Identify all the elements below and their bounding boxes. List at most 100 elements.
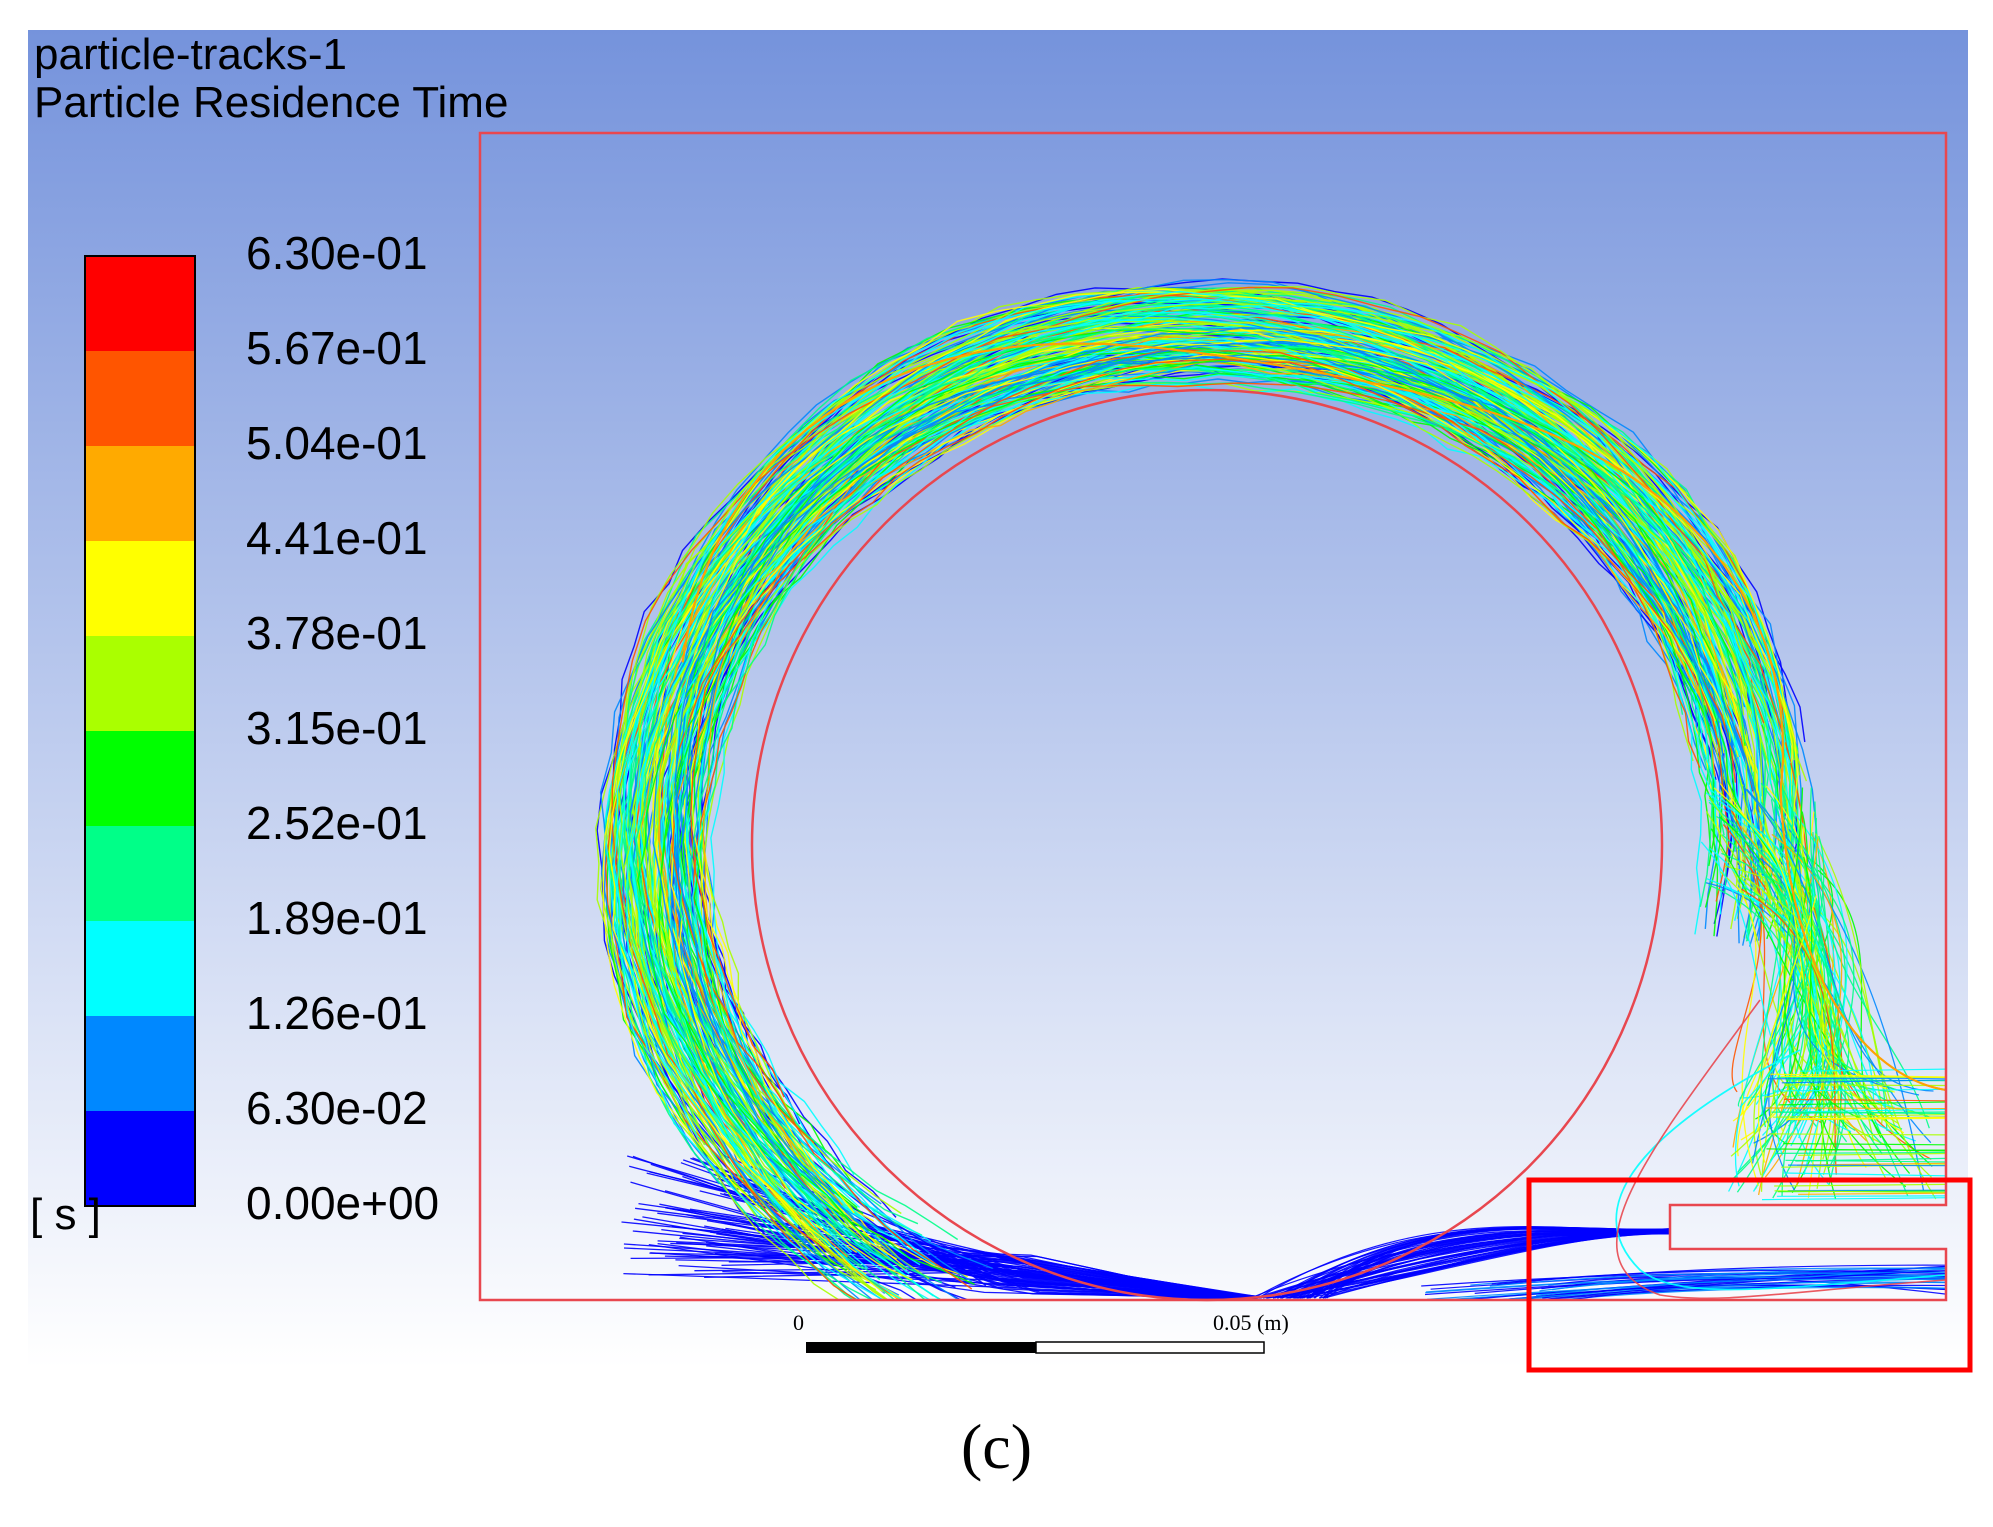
particle-track bbox=[1788, 1117, 1947, 1120]
particle-track bbox=[1814, 833, 1937, 1200]
particle-track bbox=[1425, 1276, 1947, 1294]
colorbar-band bbox=[85, 921, 195, 1016]
particle-track bbox=[1616, 999, 1947, 1300]
particle-track bbox=[1497, 1264, 1947, 1285]
particle-track bbox=[1770, 1073, 1947, 1078]
domain-geometry bbox=[478, 131, 1948, 1302]
particle-track bbox=[662, 337, 1760, 1208]
particle-track bbox=[683, 350, 1717, 1266]
scale-bar bbox=[806, 1341, 1265, 1354]
particle-track bbox=[1771, 833, 1843, 1187]
colorbar-tick-label: 3.78e-01 bbox=[246, 607, 428, 659]
particle-track bbox=[676, 346, 1721, 1284]
colorbar-band bbox=[85, 1111, 195, 1206]
colorbar-tick-label: 1.26e-01 bbox=[246, 987, 428, 1039]
particle-track bbox=[625, 295, 1793, 1228]
particle-track bbox=[1797, 1152, 1947, 1156]
particle-track bbox=[622, 306, 1789, 1208]
particle-track bbox=[1783, 1098, 1947, 1102]
particle-track bbox=[602, 291, 1795, 1209]
particle-track bbox=[1491, 1269, 1947, 1285]
particle-track bbox=[1779, 1101, 1947, 1106]
particle-track bbox=[615, 296, 1792, 1301]
particle-track bbox=[635, 328, 1746, 1177]
particle-track bbox=[1760, 785, 1794, 1128]
particle-track bbox=[1795, 1157, 1947, 1162]
scale-bar-filled bbox=[806, 1342, 1036, 1353]
particle-track bbox=[1798, 1192, 1947, 1195]
plot-background bbox=[28, 30, 1968, 1368]
particle-track bbox=[1705, 882, 1932, 1144]
colorbar-tick-label: 3.15e-01 bbox=[246, 702, 428, 754]
scale-bar-start-label: 0 bbox=[793, 1310, 804, 1335]
particle-track bbox=[697, 359, 1709, 1129]
fluid-domain-boundary bbox=[478, 131, 1948, 1302]
particle-track bbox=[1761, 1197, 1947, 1201]
particle-track bbox=[658, 349, 1742, 1141]
particle-track bbox=[1725, 798, 1837, 1200]
particle-track bbox=[1809, 787, 1842, 1185]
particle-tracks bbox=[595, 278, 1947, 1301]
particle-track bbox=[690, 357, 1711, 1285]
particle-track bbox=[1784, 1084, 1947, 1087]
particle-track bbox=[1772, 1088, 1947, 1092]
highlight-box bbox=[1526, 1177, 1973, 1373]
particle-track bbox=[623, 306, 1785, 1301]
particle-track bbox=[1322, 1226, 1671, 1299]
particle-track bbox=[651, 333, 1748, 1159]
particle-track bbox=[1286, 1232, 1671, 1299]
colorbar-tick-label: 0.00e+00 bbox=[246, 1177, 440, 1229]
plot-title-line1: particle-tracks-1 bbox=[34, 30, 347, 79]
particle-track bbox=[623, 1247, 1228, 1300]
particle-track bbox=[1266, 1230, 1671, 1299]
particle-track bbox=[657, 1242, 1249, 1298]
particle-track bbox=[1799, 1068, 1947, 1072]
colorbar-band bbox=[85, 826, 195, 921]
figure-caption: (c) bbox=[960, 1411, 1033, 1482]
particle-track bbox=[1774, 1190, 1947, 1194]
particle-track bbox=[690, 358, 1730, 1098]
particle-track bbox=[1736, 883, 1807, 1193]
particle-track bbox=[1781, 1079, 1947, 1084]
particle-track bbox=[612, 290, 1786, 1301]
colorbar-frame bbox=[84, 255, 196, 1207]
particle-track bbox=[1470, 1265, 1947, 1300]
particle-track bbox=[1772, 1114, 1947, 1118]
particle-track bbox=[1539, 1271, 1947, 1292]
particle-track bbox=[1788, 835, 1825, 1112]
particle-track bbox=[1774, 820, 1825, 1189]
particle-track bbox=[670, 339, 1739, 1281]
particle-track bbox=[674, 341, 1755, 1212]
particle-track bbox=[637, 329, 1746, 1242]
particle-track bbox=[690, 352, 1716, 1214]
particle-track bbox=[1732, 825, 1805, 1122]
particle-track bbox=[1615, 1049, 1947, 1291]
particle-track bbox=[611, 286, 1808, 1301]
particle-track bbox=[724, 1222, 1223, 1300]
colorbar-tick-label: 2.52e-01 bbox=[246, 797, 428, 849]
particle-track bbox=[1780, 1075, 1947, 1079]
particle-track bbox=[1741, 888, 1837, 1175]
particle-track bbox=[1751, 887, 1899, 1125]
particle-track bbox=[728, 1260, 1243, 1299]
particle-track bbox=[696, 357, 1723, 1171]
particle-track bbox=[1783, 1172, 1947, 1177]
particle-track bbox=[1764, 857, 1834, 1144]
particle-track bbox=[642, 1216, 1230, 1298]
particle-track bbox=[1741, 885, 1898, 1091]
colorbar-tick-label: 5.04e-01 bbox=[246, 417, 428, 469]
particle-track bbox=[1474, 1277, 1947, 1294]
particle-track bbox=[681, 342, 1947, 1091]
particle-track bbox=[1746, 788, 1925, 1191]
particle-track bbox=[1767, 1077, 1947, 1080]
colorbar-tick-label: 4.41e-01 bbox=[246, 512, 428, 564]
particle-track bbox=[1775, 1151, 1947, 1154]
particle-track bbox=[1781, 1108, 1947, 1113]
particle-track bbox=[1783, 1143, 1947, 1146]
colorbar-tick-label: 5.67e-01 bbox=[246, 322, 428, 374]
particle-track bbox=[1757, 895, 1817, 1163]
colorbar bbox=[84, 255, 196, 1207]
particle-track bbox=[1426, 1281, 1947, 1300]
